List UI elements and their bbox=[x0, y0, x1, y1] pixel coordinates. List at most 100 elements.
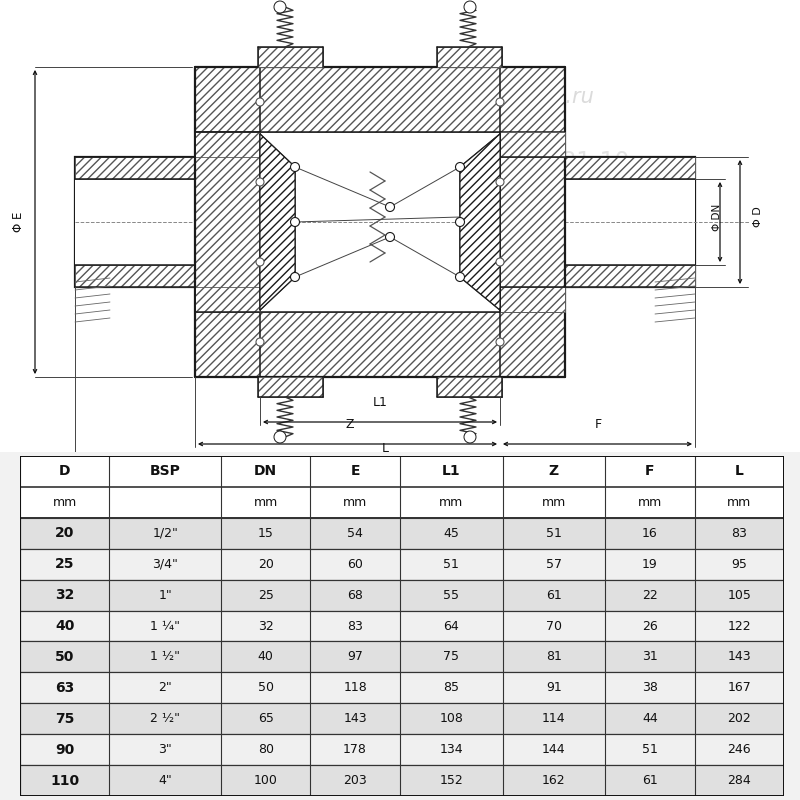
Circle shape bbox=[496, 338, 504, 346]
Text: 54: 54 bbox=[347, 526, 363, 540]
Text: GidroPool.ru: GidroPool.ru bbox=[209, 600, 320, 618]
Text: 8(495)790-81-10: 8(495)790-81-10 bbox=[194, 678, 334, 696]
Bar bbox=[500, 287, 565, 312]
Text: L: L bbox=[735, 465, 744, 478]
Text: 1": 1" bbox=[158, 589, 172, 602]
Circle shape bbox=[386, 233, 394, 242]
Text: 284: 284 bbox=[727, 774, 751, 787]
Circle shape bbox=[290, 273, 299, 282]
Text: 83: 83 bbox=[347, 619, 363, 633]
Text: 51: 51 bbox=[443, 558, 459, 570]
Text: 22: 22 bbox=[642, 589, 658, 602]
Bar bbox=[20, 672, 784, 703]
Polygon shape bbox=[460, 134, 500, 310]
Text: 19: 19 bbox=[642, 558, 658, 570]
Circle shape bbox=[386, 202, 394, 211]
Text: 40: 40 bbox=[258, 650, 274, 663]
Bar bbox=[195, 287, 260, 312]
Text: F: F bbox=[646, 465, 654, 478]
Bar bbox=[565, 157, 695, 287]
Text: 20: 20 bbox=[258, 558, 274, 570]
Text: 32: 32 bbox=[55, 588, 74, 602]
Circle shape bbox=[496, 178, 504, 186]
Text: 61: 61 bbox=[546, 589, 562, 602]
Bar bbox=[195, 67, 565, 132]
Text: mm: mm bbox=[439, 496, 463, 509]
Text: mm: mm bbox=[638, 496, 662, 509]
Text: 32: 32 bbox=[258, 619, 274, 633]
Bar bbox=[20, 549, 784, 580]
Text: GidroPool.ru: GidroPool.ru bbox=[466, 87, 594, 107]
Bar bbox=[500, 132, 565, 312]
Text: Φ E: Φ E bbox=[13, 212, 26, 232]
Text: L: L bbox=[382, 442, 389, 455]
Circle shape bbox=[455, 273, 465, 282]
Bar bbox=[20, 642, 784, 672]
Text: mm: mm bbox=[727, 496, 751, 509]
Polygon shape bbox=[260, 134, 295, 310]
Text: DN: DN bbox=[254, 465, 278, 478]
Text: 70: 70 bbox=[546, 619, 562, 633]
Circle shape bbox=[290, 218, 299, 226]
Bar bbox=[20, 580, 784, 610]
Circle shape bbox=[464, 431, 476, 443]
Text: BSP: BSP bbox=[150, 465, 181, 478]
Bar bbox=[258, 47, 323, 67]
Circle shape bbox=[256, 178, 264, 186]
Text: 3": 3" bbox=[158, 743, 172, 756]
Text: 246: 246 bbox=[727, 743, 751, 756]
Text: 45: 45 bbox=[443, 526, 459, 540]
Bar bbox=[75, 179, 205, 265]
Bar bbox=[75, 157, 205, 179]
Text: 40: 40 bbox=[55, 619, 74, 633]
Text: 8(495)790-81-10: 8(495)790-81-10 bbox=[430, 150, 630, 174]
Text: 95: 95 bbox=[731, 558, 747, 570]
Text: 4": 4" bbox=[158, 774, 172, 787]
Text: 26: 26 bbox=[642, 619, 658, 633]
Text: 1 ¼": 1 ¼" bbox=[150, 619, 180, 633]
Bar bbox=[195, 132, 260, 157]
Text: 167: 167 bbox=[727, 682, 751, 694]
Bar bbox=[565, 157, 695, 179]
Text: 64: 64 bbox=[443, 619, 459, 633]
Bar bbox=[258, 377, 323, 397]
Bar bbox=[20, 518, 784, 549]
Bar bbox=[437, 377, 502, 397]
Text: 85: 85 bbox=[443, 682, 459, 694]
Text: 81: 81 bbox=[546, 650, 562, 663]
Text: 68: 68 bbox=[347, 589, 363, 602]
Circle shape bbox=[256, 258, 264, 266]
Text: L1: L1 bbox=[373, 396, 387, 409]
Text: mm: mm bbox=[254, 496, 278, 509]
Text: 25: 25 bbox=[258, 589, 274, 602]
Text: 50: 50 bbox=[55, 650, 74, 664]
Text: 51: 51 bbox=[546, 526, 562, 540]
Text: 100: 100 bbox=[254, 774, 278, 787]
Bar bbox=[20, 610, 784, 642]
Text: 118: 118 bbox=[343, 682, 367, 694]
Text: 1 ½": 1 ½" bbox=[150, 650, 180, 663]
Text: Z: Z bbox=[549, 465, 559, 478]
Text: 50: 50 bbox=[258, 682, 274, 694]
Bar bbox=[20, 456, 784, 518]
Text: 15: 15 bbox=[258, 526, 274, 540]
Text: Z: Z bbox=[346, 418, 354, 431]
Text: 51: 51 bbox=[642, 743, 658, 756]
Text: Φ DN: Φ DN bbox=[712, 203, 722, 230]
Text: 110: 110 bbox=[50, 774, 79, 787]
Text: 178: 178 bbox=[343, 743, 367, 756]
Text: 3/4": 3/4" bbox=[152, 558, 178, 570]
Text: 75: 75 bbox=[55, 712, 74, 726]
Text: 83: 83 bbox=[731, 526, 747, 540]
Text: 144: 144 bbox=[542, 743, 566, 756]
Text: 143: 143 bbox=[727, 650, 751, 663]
Circle shape bbox=[496, 98, 504, 106]
Text: E: E bbox=[350, 465, 360, 478]
Bar bbox=[75, 265, 205, 287]
Bar bbox=[565, 265, 695, 287]
Circle shape bbox=[274, 431, 286, 443]
Text: 122: 122 bbox=[727, 619, 751, 633]
Text: 61: 61 bbox=[642, 774, 658, 787]
Text: 57: 57 bbox=[546, 558, 562, 570]
Bar bbox=[195, 132, 260, 312]
